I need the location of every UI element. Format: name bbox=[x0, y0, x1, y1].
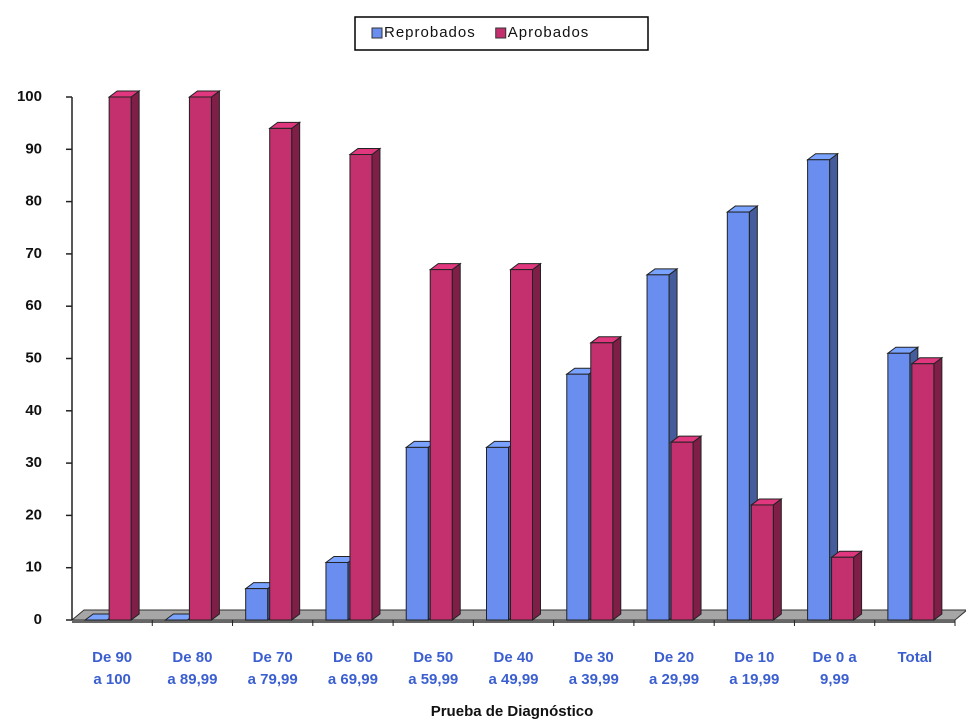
x-tick-label: a 29,99 bbox=[649, 671, 699, 688]
x-tick-label: Total bbox=[898, 649, 933, 666]
legend-swatch bbox=[495, 27, 507, 39]
bar bbox=[807, 159, 831, 621]
legend: Reprobados Aprobados bbox=[354, 16, 649, 51]
x-tick-label: De 50 bbox=[413, 649, 453, 666]
bar bbox=[510, 269, 533, 621]
x-tick-label: a 59,99 bbox=[408, 671, 458, 688]
x-axis-title: Prueba de Diagnóstico bbox=[431, 703, 594, 720]
y-tick-label: 70 bbox=[25, 245, 42, 262]
bar-side bbox=[210, 90, 220, 621]
bar bbox=[911, 363, 935, 621]
bar bbox=[269, 127, 293, 621]
bar bbox=[887, 352, 911, 621]
bar bbox=[349, 154, 373, 621]
y-tick-label: 30 bbox=[25, 454, 42, 471]
x-tick-label: a 49,99 bbox=[488, 671, 538, 688]
x-tick-label: a 79,99 bbox=[248, 671, 298, 688]
y-tick-label: 40 bbox=[25, 402, 42, 419]
bar-side bbox=[532, 262, 541, 621]
bar bbox=[429, 269, 453, 621]
x-tick-label: a 100 bbox=[93, 671, 131, 688]
y-tick-label: 0 bbox=[34, 611, 42, 628]
y-tick-label: 80 bbox=[25, 193, 42, 210]
x-tick-label: De 10 bbox=[734, 649, 774, 666]
x-tick-label: De 30 bbox=[574, 649, 614, 666]
x-tick-label: De 70 bbox=[253, 649, 293, 666]
x-tick-label: De 90 bbox=[92, 649, 132, 666]
x-tick-label: De 40 bbox=[493, 649, 533, 666]
x-tick-label: De 0 a bbox=[812, 649, 857, 666]
bar bbox=[188, 96, 212, 621]
bar-side bbox=[933, 356, 943, 621]
bar-side bbox=[829, 152, 839, 621]
bar-side bbox=[371, 147, 381, 621]
bar-side bbox=[612, 335, 622, 621]
bar bbox=[325, 561, 349, 621]
bar bbox=[108, 96, 132, 621]
x-tick-label: a 39,99 bbox=[569, 671, 619, 688]
x-tick-label: a 69,99 bbox=[328, 671, 378, 688]
x-tick-label: De 60 bbox=[333, 649, 373, 666]
y-tick-label: 90 bbox=[25, 140, 42, 157]
bar bbox=[590, 342, 614, 621]
bar-side bbox=[130, 90, 140, 621]
y-tick-label: 60 bbox=[25, 297, 42, 314]
bar bbox=[486, 446, 509, 621]
x-tick-label: a 89,99 bbox=[167, 671, 217, 688]
y-tick-label: 20 bbox=[25, 506, 42, 523]
bar-side bbox=[291, 121, 301, 621]
floor-edge bbox=[72, 620, 955, 623]
x-tick-label: 9,99 bbox=[820, 671, 849, 688]
bar-side bbox=[853, 550, 863, 621]
bar bbox=[750, 504, 774, 621]
y-tick-label: 50 bbox=[25, 349, 42, 366]
y-tick-label: 10 bbox=[25, 559, 42, 576]
bar-side bbox=[451, 262, 461, 621]
bar-side bbox=[772, 497, 782, 621]
bar-side bbox=[692, 435, 702, 621]
bar bbox=[670, 441, 694, 621]
bar bbox=[831, 556, 855, 621]
legend-swatch bbox=[371, 27, 383, 39]
legend-label: Reprobados bbox=[384, 24, 476, 41]
legend-label: Aprobados bbox=[508, 24, 590, 41]
bar bbox=[726, 211, 750, 621]
bar bbox=[405, 446, 429, 621]
x-tick-label: De 20 bbox=[654, 649, 694, 666]
x-tick-label: a 19,99 bbox=[729, 671, 779, 688]
bar bbox=[566, 373, 590, 621]
bar bbox=[245, 588, 269, 621]
x-tick-label: De 80 bbox=[172, 649, 212, 666]
y-tick-label: 100 bbox=[17, 88, 42, 105]
bar bbox=[646, 274, 670, 621]
